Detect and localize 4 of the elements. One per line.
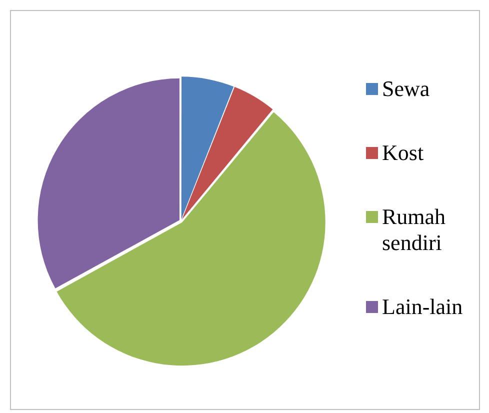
legend-label: Sewa <box>382 76 430 102</box>
legend-label: Lain-lain <box>382 294 463 320</box>
legend-label: Kost <box>382 140 424 166</box>
legend-label: Rumah sendiri <box>382 204 447 256</box>
